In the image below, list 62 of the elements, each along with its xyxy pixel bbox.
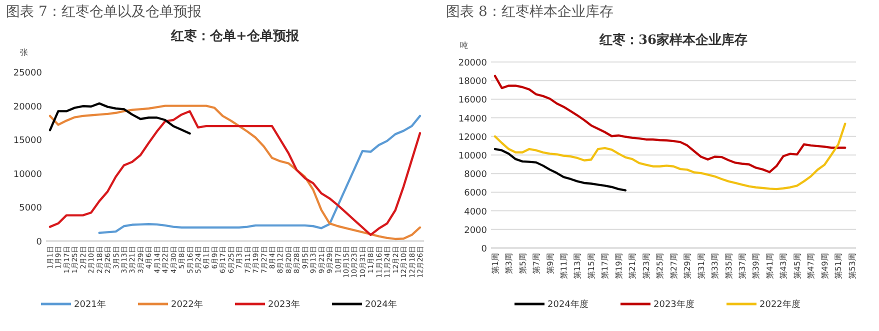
line-series — [48, 102, 191, 135]
x-tick-label: 第51周 — [834, 253, 844, 280]
x-tick-label: 第37周 — [738, 253, 748, 280]
line-series — [494, 74, 846, 174]
x-tick-label: 第27周 — [669, 253, 678, 280]
x-tick-label: 第53周 — [848, 253, 857, 280]
x-tick-label: 第9周 — [546, 253, 555, 274]
x-tick-label: 第19周 — [614, 253, 624, 280]
legend-label: 2024年度 — [548, 299, 588, 310]
x-tick-label: 第1周 — [490, 253, 500, 274]
x-tick-label: 第15周 — [586, 253, 596, 280]
x-tick-label: 第13周 — [573, 253, 582, 280]
y-tick-label: 12000 — [458, 132, 488, 143]
y-tick-label: 18000 — [458, 77, 488, 88]
chart-subtitle: 红枣：仓单+仓单预报 — [170, 28, 300, 44]
y-tick-label: 0 — [481, 244, 488, 254]
legend-label: 2024年 — [365, 299, 397, 310]
x-tick-label: 第31周 — [696, 253, 706, 280]
y-tick-label: 10000 — [13, 170, 42, 180]
line-series — [98, 114, 422, 234]
y-tick-label: 16000 — [458, 96, 488, 106]
y-tick-label: 15000 — [13, 136, 42, 146]
legend-label: 2022年度 — [760, 299, 800, 310]
y-tick-label: 25000 — [13, 68, 42, 78]
x-tick-label: 第47周 — [806, 253, 816, 280]
y-tick-label: 0 — [36, 238, 42, 248]
legend-label: 2023年 — [268, 299, 300, 310]
line-series — [494, 122, 846, 190]
x-tick-label: 第35周 — [724, 253, 734, 280]
x-tick-label: 第21周 — [628, 253, 638, 280]
y-tick-label: 20000 — [13, 102, 42, 112]
x-tick-label: 第49周 — [820, 253, 830, 280]
y-axis-title: 张 — [20, 48, 28, 57]
y-tick-label: 10000 — [458, 152, 488, 162]
x-tick-label: 第45周 — [792, 253, 802, 280]
y-tick-label: 8000 — [464, 170, 488, 180]
chart-subtitle: 红枣：36家样本企业库存 — [598, 32, 748, 48]
chart-title: 图表 7：红枣仓单以及仓单预报 — [6, 4, 202, 20]
y-tick-label: 5000 — [19, 204, 42, 214]
x-tick-label: 第11周 — [560, 253, 569, 280]
x-tick-label: 第43周 — [779, 253, 788, 280]
x-tick-label: 第33周 — [710, 253, 720, 280]
x-tick-label: 第25周 — [656, 253, 665, 280]
x-tick-label: 第41周 — [765, 253, 774, 280]
x-tick-label: 第23周 — [642, 253, 651, 280]
line-series — [494, 148, 627, 192]
y-tick-label: 6000 — [464, 188, 488, 199]
x-tick-label: 第5周 — [518, 253, 528, 274]
legend-label: 2021年 — [74, 299, 106, 310]
y-tick-label: 14000 — [458, 114, 488, 124]
y-tick-label: 20000 — [458, 58, 488, 68]
x-tick-label: 第17周 — [600, 253, 610, 280]
x-tick-label: 第29周 — [683, 253, 692, 280]
x-tick-label: 第39周 — [752, 253, 761, 280]
x-tick-label: 第7周 — [532, 253, 542, 274]
chart-title: 图表 8：红枣样本企业库存 — [446, 4, 614, 20]
legend-label: 2022年 — [171, 299, 203, 310]
legend-label: 2023年度 — [654, 299, 694, 310]
y-tick-label: 2000 — [464, 226, 488, 236]
x-tick-label: 第3周 — [504, 253, 514, 274]
y-axis-title: 吨 — [460, 41, 468, 50]
y-tick-label: 4000 — [464, 207, 488, 218]
